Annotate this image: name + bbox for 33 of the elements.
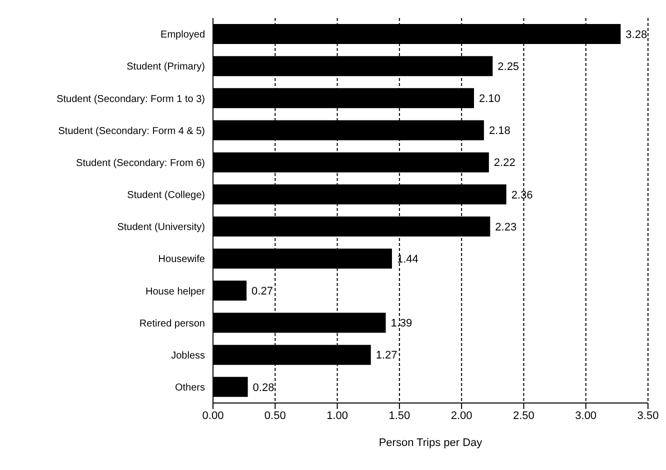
data-label: 2.23 xyxy=(495,221,517,234)
data-label: 2.25 xyxy=(498,60,520,73)
x-axis-title: Person Trips per Day xyxy=(378,437,483,449)
x-tick-label: 1.00 xyxy=(326,410,348,422)
y-tick-label: Others xyxy=(174,382,205,394)
data-label: 2.22 xyxy=(494,157,516,170)
y-tick-label: Employed xyxy=(160,30,205,41)
data-label: 0.28 xyxy=(252,382,274,394)
x-tick-label: 0.50 xyxy=(264,410,286,422)
x-tick-label: 2.00 xyxy=(450,410,472,422)
data-label: 2.36 xyxy=(511,189,533,202)
y-tick-label: Student (Primary) xyxy=(126,62,205,73)
y-tick-label: House helper xyxy=(146,286,206,298)
x-tick-label: 3.00 xyxy=(575,410,597,422)
y-tick-label: Jobless xyxy=(171,350,205,362)
y-tick-label: Student (University) xyxy=(117,222,205,234)
x-tick-label: 2.50 xyxy=(513,410,534,422)
data-label: 1.39 xyxy=(390,318,412,330)
y-tick-label: Student (Secondary: Form 1 to 3) xyxy=(56,94,205,105)
data-label: 0.27 xyxy=(252,286,273,298)
data-label: 1.27 xyxy=(376,350,398,362)
x-tick-label: 1.50 xyxy=(388,410,410,422)
data-label: 3.28 xyxy=(626,28,648,41)
y-tick-label: Retired person xyxy=(139,318,205,330)
data-label: 2.18 xyxy=(488,125,510,138)
data-label: 2.10 xyxy=(479,93,500,106)
data-label: 1.44 xyxy=(396,253,418,266)
x-tick-label: 3.50 xyxy=(637,410,659,422)
y-tick-label: Student (College) xyxy=(127,190,205,202)
y-tick-label: Student (Secondary: From 6) xyxy=(76,158,205,169)
y-tick-label: Student (Secondary: Form 4 & 5) xyxy=(58,126,205,137)
y-tick-label: Housewife xyxy=(158,254,206,266)
x-tick-label: 0.00 xyxy=(202,410,224,422)
